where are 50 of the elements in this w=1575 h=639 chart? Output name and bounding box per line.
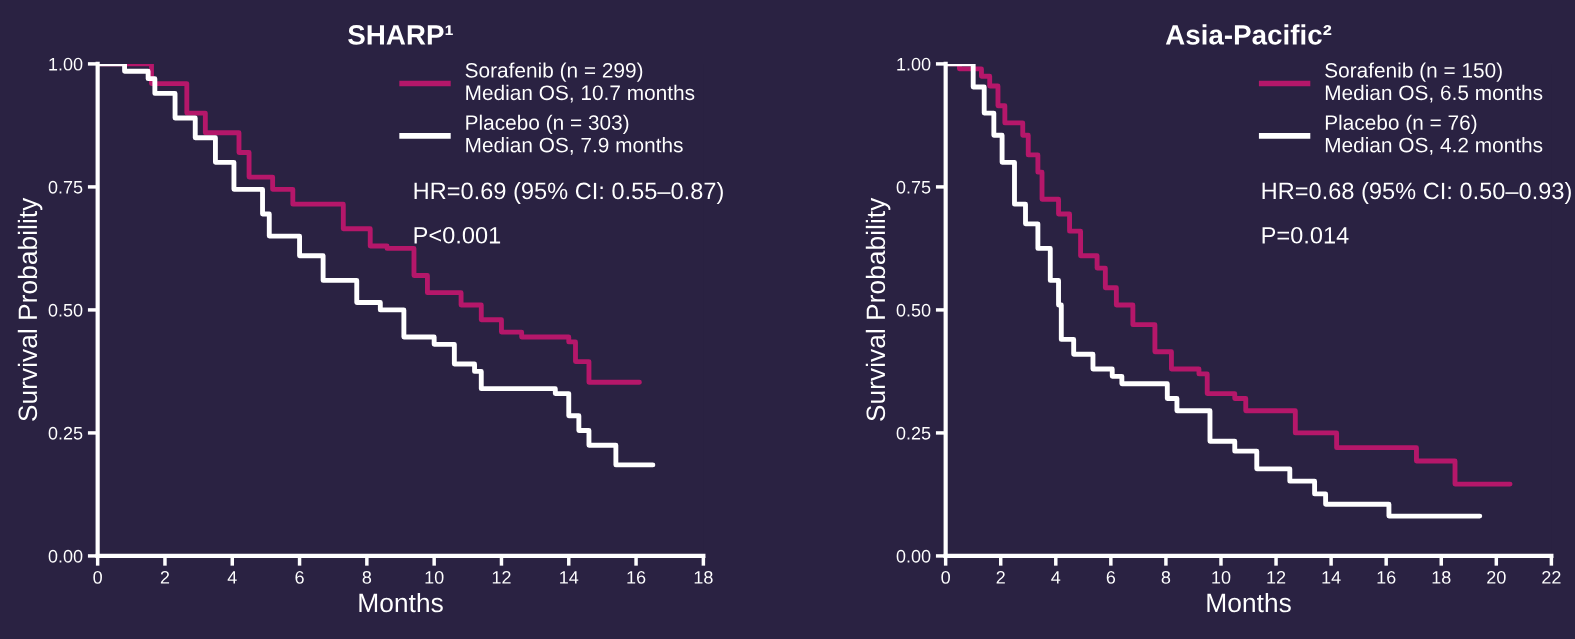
x-tick-label: 16 [627,570,646,584]
x-tick-label: 2 [996,570,1005,584]
x-tick-label: 0 [941,570,950,584]
annotation: HR=0.68 (95% CI: 0.50–0.93) [1262,181,1571,204]
y-tick-label: 0.00 [48,549,83,563]
x-tick-label: 12 [492,570,511,584]
x-tick-label: 18 [1432,570,1451,584]
y-tick-label: 0.75 [896,180,931,194]
legend-label: Placebo (n = 303) [466,114,629,135]
x-tick-label: 16 [1377,570,1396,584]
y-tick-label: 0.25 [48,426,83,440]
x-tick-label: 10 [1212,570,1231,584]
annotation: Median OS, 10.7 months [466,84,695,103]
legend-label: Sorafenib (n = 299) [465,62,643,82]
y-tick-label: 0.25 [896,426,931,440]
x-tick-label: 0 [93,570,102,584]
annotation: P=0.014 [1262,226,1349,244]
y-tick-label: 0.00 [896,549,931,563]
annotation: HR=0.69 (95% CI: 0.55–0.87) [414,181,723,204]
x-tick-label: 14 [1322,571,1341,584]
x-tick-label: 10 [425,570,444,584]
y-tick-label: 1.00 [49,57,83,71]
x-tick-label: 12 [1267,570,1286,584]
y-axis-title: Survival Probability [17,197,43,421]
x-tick-label: 8 [362,570,372,584]
x-tick-label: 2 [160,570,170,584]
legend-label: Sorafenib (n = 150) [1325,62,1502,82]
annotation: Median OS, 7.9 months [466,137,683,155]
x-axis-title: Months [1207,592,1291,613]
x-tick-label: 6 [1106,570,1116,584]
x-tick-label: 6 [295,570,304,584]
annotation: Median OS, 4.2 months [1325,137,1543,155]
x-tick-label: 4 [1051,571,1061,584]
y-tick-label: 0.75 [48,180,83,194]
y-axis-title: Survival Probability [865,197,891,421]
x-tick-label: 4 [227,571,237,584]
x-tick-label: 18 [694,570,713,584]
x-tick-label: 8 [1161,570,1171,584]
y-tick-label: 1.00 [897,57,931,71]
chart-title: Asia-Pacific² [1165,24,1332,45]
annotation: Median OS, 6.5 months [1325,84,1543,103]
y-tick-label: 0.50 [896,303,931,317]
x-axis-title: Months [359,592,443,613]
x-tick-label: 14 [560,571,579,584]
x-tick-label: 20 [1487,570,1506,584]
chart-title: SHARP¹ [348,25,453,45]
legend-label: Placebo (n = 76) [1325,114,1477,135]
annotation: P<0.001 [414,226,501,244]
y-tick-label: 0.50 [48,303,83,317]
x-tick-label: 22 [1542,570,1561,584]
